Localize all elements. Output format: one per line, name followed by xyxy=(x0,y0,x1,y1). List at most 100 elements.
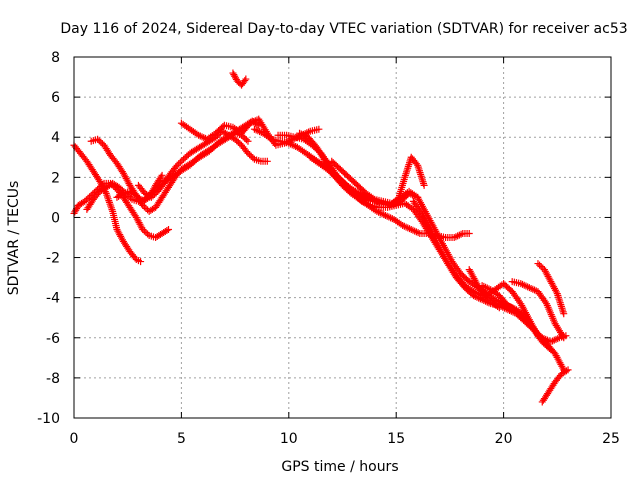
data-point xyxy=(378,210,386,218)
data-point xyxy=(241,134,249,142)
data-point xyxy=(248,118,256,126)
data-point xyxy=(86,193,94,201)
data-point xyxy=(231,135,239,143)
data-point xyxy=(417,208,425,216)
data-point xyxy=(473,293,481,301)
data-point xyxy=(549,337,557,345)
data-point xyxy=(230,71,238,79)
data-point xyxy=(147,193,155,201)
y-tick-label: 2 xyxy=(51,170,60,186)
data-point xyxy=(478,282,486,290)
data-point xyxy=(118,190,126,198)
data-point xyxy=(140,203,148,211)
x-tick-label: 10 xyxy=(280,431,298,447)
data-point xyxy=(406,225,414,233)
data-point xyxy=(452,233,460,241)
series-track-8 xyxy=(229,69,250,89)
data-point xyxy=(564,366,572,374)
data-point xyxy=(95,137,103,145)
x-axis-label: GPS time / hours xyxy=(281,459,398,475)
data-point xyxy=(285,139,293,147)
data-point xyxy=(517,280,525,288)
data-point xyxy=(547,338,555,346)
data-point xyxy=(117,185,125,193)
data-point xyxy=(115,183,123,191)
data-point xyxy=(519,280,527,288)
data-point xyxy=(480,282,488,290)
y-tick-label: -10 xyxy=(37,411,60,427)
data-point xyxy=(482,283,490,291)
data-point xyxy=(234,138,242,146)
data-point xyxy=(457,230,465,238)
data-point xyxy=(296,129,304,137)
series-track-18 xyxy=(534,260,568,318)
data-point xyxy=(552,335,560,343)
data-point xyxy=(157,173,165,181)
data-point xyxy=(178,157,186,165)
x-tick-label: 15 xyxy=(387,431,405,447)
series-track-1 xyxy=(70,141,145,266)
data-point xyxy=(534,260,542,268)
data-point xyxy=(554,335,562,343)
data-point xyxy=(299,131,307,139)
data-point xyxy=(256,128,264,136)
data-point xyxy=(420,181,428,189)
data-point xyxy=(560,310,568,318)
data-point xyxy=(82,196,90,204)
data-point xyxy=(94,135,102,143)
data-point xyxy=(381,211,389,219)
data-point xyxy=(562,367,570,375)
data-point xyxy=(376,209,384,217)
data-point xyxy=(483,284,491,292)
data-point xyxy=(125,192,133,200)
data-point xyxy=(399,221,407,229)
data-point xyxy=(244,149,252,157)
data-point xyxy=(450,234,458,241)
data-point xyxy=(195,131,203,139)
data-point xyxy=(97,138,105,146)
data-point xyxy=(213,140,221,148)
data-point xyxy=(520,281,528,289)
data-point xyxy=(465,229,473,237)
data-point xyxy=(380,211,388,219)
data-points xyxy=(70,69,572,406)
data-point xyxy=(358,197,366,205)
data-point xyxy=(495,302,503,310)
data-point xyxy=(411,227,419,235)
data-point xyxy=(252,126,260,134)
data-point xyxy=(297,130,305,138)
data-point xyxy=(369,194,377,202)
data-point xyxy=(470,292,478,300)
data-point xyxy=(545,344,553,352)
data-point xyxy=(254,127,262,135)
data-point xyxy=(71,208,79,216)
data-point xyxy=(385,213,393,221)
data-point xyxy=(242,136,250,144)
data-point xyxy=(211,142,219,150)
x-tick-label: 5 xyxy=(177,431,186,447)
data-point xyxy=(560,334,568,342)
data-point xyxy=(516,298,524,306)
data-point xyxy=(543,336,551,344)
data-point xyxy=(232,74,240,82)
data-point xyxy=(527,284,535,292)
data-point xyxy=(142,204,150,212)
data-point xyxy=(525,284,533,292)
y-tick-label: -4 xyxy=(46,291,60,307)
data-point xyxy=(531,286,539,294)
data-point xyxy=(247,152,255,160)
data-point xyxy=(231,72,239,80)
data-point xyxy=(250,125,258,133)
data-point xyxy=(387,214,395,222)
data-point xyxy=(412,228,420,236)
chart-title: Day 116 of 2024, Sidereal Day-to-day VTE… xyxy=(60,21,627,37)
data-point xyxy=(151,190,159,198)
y-tick-label: 4 xyxy=(51,130,60,146)
data-point xyxy=(158,171,166,179)
data-point xyxy=(476,295,484,303)
data-point xyxy=(246,119,254,127)
data-point xyxy=(506,302,514,310)
data-point xyxy=(504,302,512,310)
data-point xyxy=(84,194,92,202)
data-point xyxy=(196,132,204,140)
